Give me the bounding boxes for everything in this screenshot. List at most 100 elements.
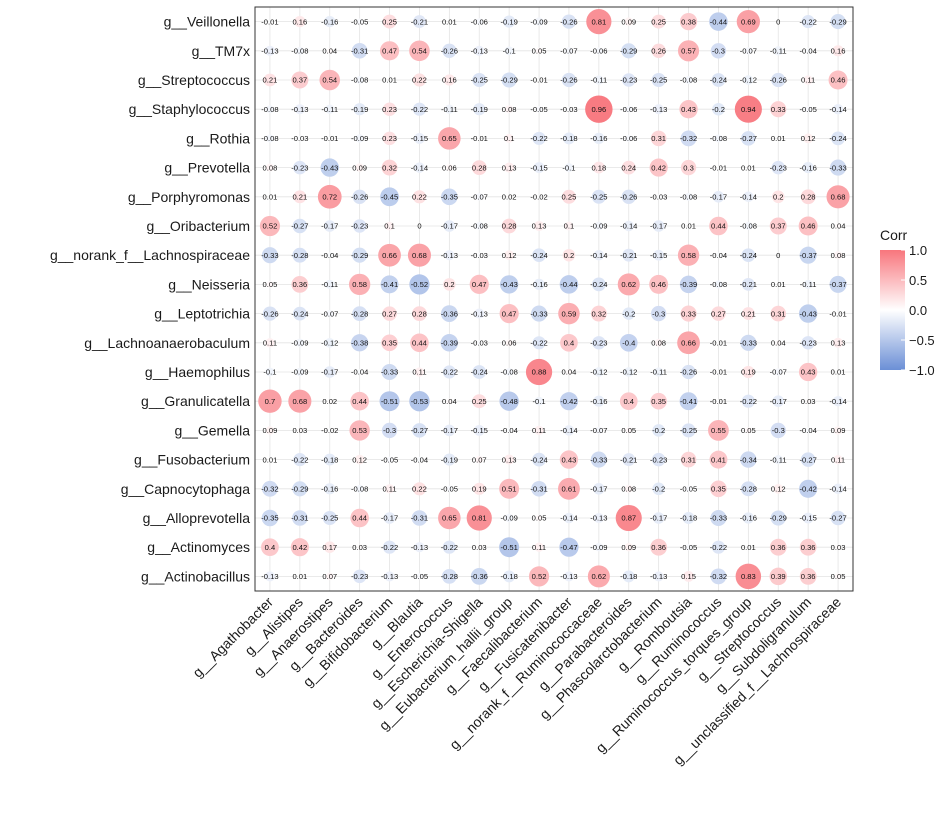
corr-value-label: 0.01 xyxy=(382,76,397,85)
corr-circle-g-porphyromonas--g-fusicatenibacter xyxy=(561,189,576,204)
corr-circle-g-prevotella--g-eubacterium-hallii-group xyxy=(504,162,515,173)
cell-layer: -0.01 0.16 -0.16 -0.05 0.25 -0.21 0.01 -0.06 -0.… xyxy=(258,9,850,590)
corr-value-label: -0.03 xyxy=(471,339,488,348)
corr-value-label: 0.35 xyxy=(651,397,666,406)
corr-value-label: 0.06 xyxy=(502,339,517,348)
corr-value-label: 0.28 xyxy=(502,222,517,231)
corr-value-label: 0.33 xyxy=(681,309,696,318)
corr-circle-g-capnocytophaga--g-subdoligranulum xyxy=(799,479,818,498)
corr-value-label: -0.18 xyxy=(500,572,517,581)
corr-circle-g-streptococcus--g-ruminococcus xyxy=(711,73,726,87)
corr-circle-g-alloprevotella--g-anaerostipes xyxy=(322,511,337,525)
corr-circle-g-porphyromonas--g-bifidobacterium xyxy=(380,187,399,207)
corr-circle-g-actinomyces--g-enterococcus xyxy=(442,540,456,554)
corr-circle-g-prevotella--g-alistipes xyxy=(293,160,307,175)
corr-circle-g-porphyromonas--g-eubacterium-hallii-group xyxy=(507,194,512,199)
corr-value-label: -0.16 xyxy=(321,485,338,494)
corr-circle-g-haemophilus--g-escherichia-shigella xyxy=(472,365,487,379)
corr-value-label: -0.31 xyxy=(530,485,547,494)
corr-value-label: 0.25 xyxy=(651,17,666,26)
corr-circle-g-granulicatella--g-subdoligranulum xyxy=(805,398,811,404)
corr-circle-g-streptococcus--g-alistipes xyxy=(291,71,309,89)
corr-circle-g-fusobacterium--g-faecalibacterium xyxy=(532,452,546,467)
corr-circle-g-streptococcus--g-agathobacter xyxy=(263,73,277,87)
corr-circle-g-lachnoanaerobaculum--g-phascolarctobacterium xyxy=(654,338,663,347)
corr-value-label: -0.14 xyxy=(829,485,846,494)
corr-circle-g-staphylococcus--g-bacteroides xyxy=(353,103,366,116)
corr-value-label: -0.23 xyxy=(770,163,787,172)
corr-value-label: 0.12 xyxy=(502,251,517,260)
corr-circle-g-lachnoanaerobaculum--g-unclassified-f-lachnospiraceae xyxy=(833,337,844,348)
row-label-g-neisseria: g__Neisseria xyxy=(168,276,250,292)
corr-value-label: -0.2 xyxy=(652,426,665,435)
corr-value-label: 0.08 xyxy=(263,163,278,172)
corr-circle-g-haemophilus--g-parabacteroides xyxy=(623,367,634,377)
corr-value-label: 0.25 xyxy=(382,17,397,26)
corr-circle-g-gemella--g-blautia xyxy=(412,423,427,438)
corr-circle-g-alloprevotella--g-bifidobacterium xyxy=(383,512,396,524)
corr-circle-g-norank-f-lachnospiraceae--g-bifidobacterium xyxy=(378,243,401,267)
corr-value-label: -0.11 xyxy=(441,105,458,114)
corr-value-label: 0.81 xyxy=(472,514,487,523)
corr-value-label: -0.44 xyxy=(560,280,577,289)
row-label-g-prevotella: g__Prevotella xyxy=(164,160,250,176)
corr-circle-g-prevotella--g-agathobacter xyxy=(265,163,274,172)
corr-value-label: -0.14 xyxy=(829,397,846,406)
corr-circle-g-alloprevotella--g-parabacteroides xyxy=(615,504,642,532)
corr-circle-g-neisseria--g-bacteroides xyxy=(348,273,371,296)
corr-circle-g-capnocytophaga--g-enterococcus xyxy=(446,485,453,492)
corr-circle-g-streptococcus--g-romboutsia xyxy=(684,76,693,84)
corr-circle-g-porphyromonas--g-enterococcus xyxy=(441,188,458,206)
corr-value-label: -0.23 xyxy=(351,572,368,581)
corr-circle-g-lachnoanaerobaculum--g-fusicatenibacter xyxy=(560,333,578,352)
corr-value-label: 0.37 xyxy=(771,222,786,231)
corr-circle-g-leptotrichia--g-unclassified-f-lachnospiraceae xyxy=(836,312,840,315)
corr-circle-g-prevotella--g-escherichia-shigella xyxy=(471,160,487,176)
corr-value-label: -0.05 xyxy=(381,455,398,464)
corr-value-label: 0.12 xyxy=(771,485,786,494)
corr-circle-g-oribacterium--g-streptococcus xyxy=(769,217,787,235)
corr-circle-g-capnocytophaga--g-norank-f-ruminococcaceae xyxy=(593,483,605,495)
corr-circle-g-prevotella--g-phascolarctobacterium xyxy=(649,158,668,177)
corr-circle-g-haemophilus--g-phascolarctobacterium xyxy=(654,367,664,377)
corr-circle-g-granulicatella--g-romboutsia xyxy=(679,392,698,411)
corr-circle-g-actinomyces--g-faecalibacterium xyxy=(534,542,544,552)
corr-circle-g-actinobacillus--g-faecalibacterium xyxy=(528,566,550,587)
corr-value-label: 0.36 xyxy=(801,572,816,581)
corr-value-label: -0.11 xyxy=(590,76,607,85)
corr-value-label: -0.05 xyxy=(680,543,697,552)
corr-value-label: -0.22 xyxy=(710,543,727,552)
corr-circle-g-leptotrichia--g-parabacteroides xyxy=(622,307,636,320)
corr-circle-g-actinobacillus--g-norank-f-ruminococcaceae xyxy=(587,565,610,588)
row-label-g-staphylococcus: g__Staphylococcus xyxy=(129,101,250,117)
corr-value-label: -0.33 xyxy=(710,514,727,523)
corr-value-label: -0.12 xyxy=(590,368,607,377)
corr-value-label: 0.11 xyxy=(412,368,426,377)
corr-value-label: -0.24 xyxy=(740,251,757,260)
corr-circle-g-norank-f-lachnospiraceae--g-bacteroides xyxy=(352,247,368,263)
corr-circle-g-actinobacillus--g-blautia xyxy=(416,573,423,580)
corr-circle-g-gemella--g-bifidobacterium xyxy=(381,422,398,439)
corr-value-label: -0.28 xyxy=(291,251,308,260)
corr-value-label: -0.27 xyxy=(799,455,816,464)
corr-value-label: -0.18 xyxy=(560,134,577,143)
corr-circle-g-actinobacillus--g-ruminococcus xyxy=(710,568,727,585)
corr-circle-g-fusobacterium--g-fusicatenibacter xyxy=(559,450,579,469)
corr-value-label: -0.17 xyxy=(441,222,458,231)
corr-value-label: -0.04 xyxy=(799,47,816,56)
corr-circle-g-prevotella--g-subdoligranulum xyxy=(802,162,814,174)
corr-circle-g-gemella--g-unclassified-f-lachnospiraceae xyxy=(833,426,843,435)
corr-circle-g-actinomyces--g-romboutsia xyxy=(685,544,692,551)
corr-circle-g-neisseria--g-blautia xyxy=(409,274,430,295)
legend-tick-label: 0.0 xyxy=(909,303,927,318)
corr-value-label: -0.06 xyxy=(471,17,488,26)
corr-circle-g-neisseria--g-streptococcus xyxy=(776,283,780,286)
corr-value-label: -0.23 xyxy=(351,222,368,231)
corr-circle-g-leptotrichia--g-bacteroides xyxy=(352,306,368,322)
corr-value-label: -0.21 xyxy=(411,17,428,26)
corr-value-label: -0.23 xyxy=(650,455,667,464)
corr-circle-g-streptococcus--g-anaerostipes xyxy=(319,69,341,91)
corr-value-label: -0.44 xyxy=(710,17,727,26)
corr-circle-g-neisseria--g-enterococcus xyxy=(443,278,456,291)
corr-value-label: -0.09 xyxy=(291,339,308,348)
